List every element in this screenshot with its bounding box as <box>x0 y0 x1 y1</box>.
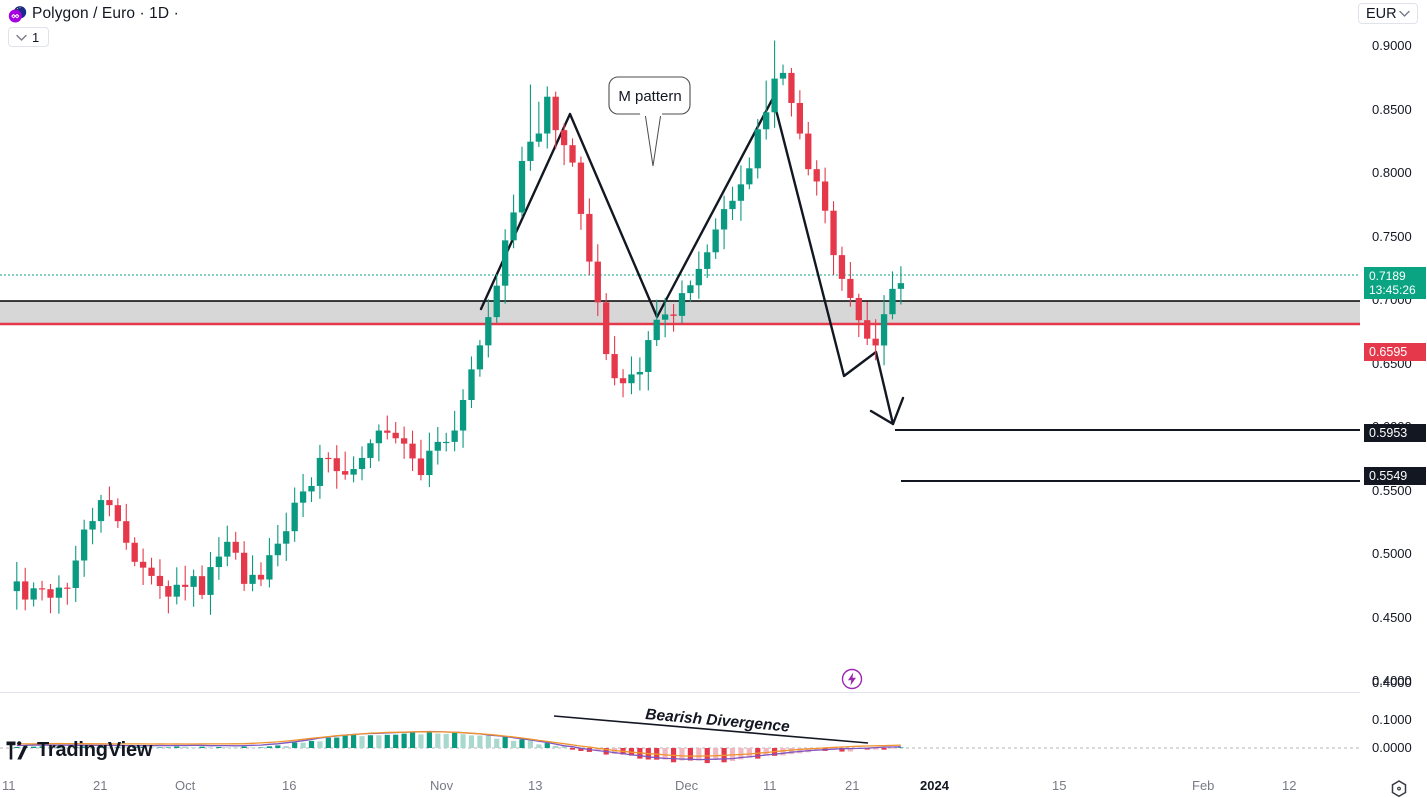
svg-text:M pattern: M pattern <box>618 88 681 105</box>
svg-text:Bearish Divergence: Bearish Divergence <box>645 706 791 736</box>
